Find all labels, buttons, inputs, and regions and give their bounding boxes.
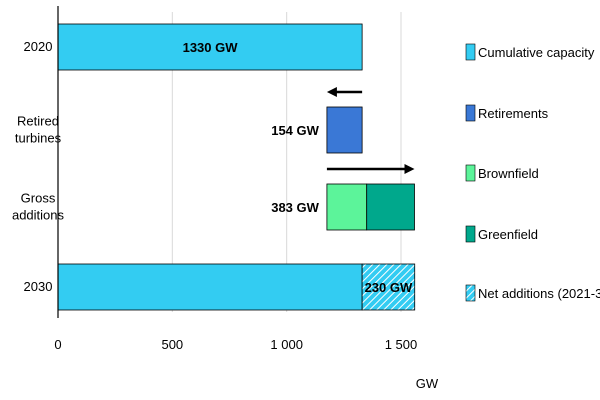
- data-label: 230 GW: [365, 280, 413, 295]
- category-label: Retired: [17, 114, 59, 129]
- legend-label: Greenfield: [478, 227, 538, 242]
- bar-brownfield-0: [326, 183, 368, 231]
- category-label: additions: [12, 208, 65, 223]
- x-tick-label: 500: [161, 337, 183, 352]
- legend-swatch: [465, 164, 476, 182]
- category-label: 2020: [24, 39, 53, 54]
- legend-swatch: [465, 284, 476, 302]
- category-label: turbines: [15, 131, 62, 146]
- bar-cumulative-capacity-1: [57, 263, 363, 311]
- legend-swatch: [465, 43, 476, 61]
- data-label: 383 GW: [271, 200, 319, 215]
- x-tick-label: 1 500: [385, 337, 418, 352]
- category-label: Gross: [21, 191, 56, 206]
- legend-label: Net additions (2021-30): [478, 286, 600, 301]
- legend: Cumulative capacity Retirements Brownfield…: [465, 43, 600, 302]
- data-label: 154 GW: [271, 123, 319, 138]
- x-axis-label: GW: [416, 376, 439, 391]
- legend-swatch: [465, 225, 476, 243]
- legend-swatch: [465, 104, 476, 122]
- bar-greenfield-0: [366, 183, 415, 231]
- bars: [57, 23, 416, 311]
- data-label: 1330 GW: [183, 40, 239, 55]
- x-tick-label: 1 000: [270, 337, 303, 352]
- arrow-right-head: [404, 164, 415, 174]
- legend-label: Retirements: [478, 106, 549, 121]
- legend-label: Cumulative capacity: [478, 45, 595, 60]
- bar-cumulative-capacity-0: [57, 23, 363, 71]
- legend-label: Brownfield: [478, 166, 539, 181]
- bar-net-additions-2021-30--0: [361, 263, 416, 311]
- bar-retirements-0: [326, 106, 363, 154]
- labels: 2020 Retired turbines Gross additions 2030 0 50…: [12, 39, 439, 391]
- x-tick-label: 0: [54, 337, 61, 352]
- category-label: 2030: [24, 279, 53, 294]
- arrow-left-head: [326, 87, 337, 97]
